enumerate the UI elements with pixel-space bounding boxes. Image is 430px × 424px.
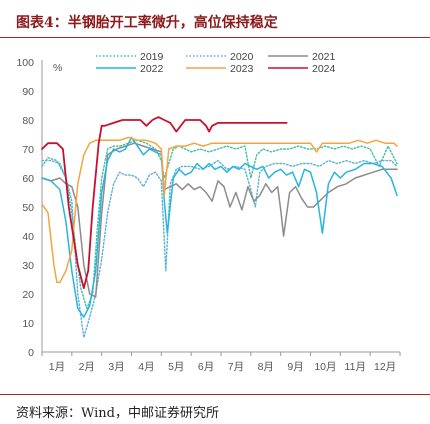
- legend-label-2021: 2021: [312, 51, 336, 63]
- x-tick-label: 7月: [228, 361, 244, 373]
- x-tick-label: 10月: [314, 361, 336, 373]
- x-tick-label: 3月: [108, 361, 124, 373]
- series-line-2024: [41, 116, 288, 290]
- y-tick-label: 0: [28, 347, 34, 359]
- y-tick-label: 100: [16, 57, 34, 69]
- x-tick-label: 4月: [138, 361, 154, 373]
- x-tick-label: 11月: [345, 361, 366, 373]
- y-tick-label: 70: [22, 144, 34, 156]
- axes: 0 10 20 30 40 50 60 70 80 90 100 % 1月 2月 3月 4月 5月 6月 7月 8月 9…: [16, 57, 401, 373]
- x-tick-label: 8月: [258, 361, 274, 373]
- legend-label-2020: 2020: [230, 51, 254, 63]
- series-lines: [41, 116, 398, 339]
- y-tick-label: 90: [22, 86, 34, 98]
- top-rule: [0, 37, 430, 38]
- y-tick-label: 30: [22, 260, 34, 272]
- bottom-rule: [0, 394, 430, 395]
- legend: 2019 2020 2021 2022 2023 2024: [96, 51, 336, 75]
- source-note: 资料来源：Wind，中邮证券研究所: [16, 406, 219, 421]
- y-tick-label: 60: [22, 173, 34, 185]
- x-tick-label: 5月: [168, 361, 184, 373]
- y-tick-label: 50: [22, 202, 34, 214]
- y-tick-label: 80: [22, 115, 34, 127]
- series-line-2021: [41, 142, 398, 298]
- series-line-2019: [41, 139, 398, 310]
- line-chart: 2019 2020 2021 2022 2023 2024 0 10 20 30 40 50 60 70…: [16, 51, 401, 373]
- y-tick-label: 10: [22, 318, 34, 330]
- x-tick-label: 6月: [198, 361, 214, 373]
- y-tick-label: 40: [22, 231, 34, 243]
- x-tick-label: 1月: [49, 361, 65, 373]
- legend-label-2024: 2024: [312, 63, 336, 75]
- legend-label-2023: 2023: [230, 63, 254, 75]
- x-tick-label: 2月: [79, 361, 95, 373]
- legend-label-2019: 2019: [140, 51, 164, 63]
- series-line-2023: [41, 136, 398, 284]
- figure-title: 图表4：半钢胎开工率微升，高位保持稳定: [16, 15, 278, 31]
- series-line-2022: [41, 136, 398, 318]
- y-tick-label: 20: [22, 289, 34, 301]
- y-unit-label: %: [53, 62, 62, 74]
- x-tick-label: 9月: [287, 361, 303, 373]
- x-tick-label: 12月: [374, 361, 396, 373]
- legend-label-2022: 2022: [140, 63, 164, 75]
